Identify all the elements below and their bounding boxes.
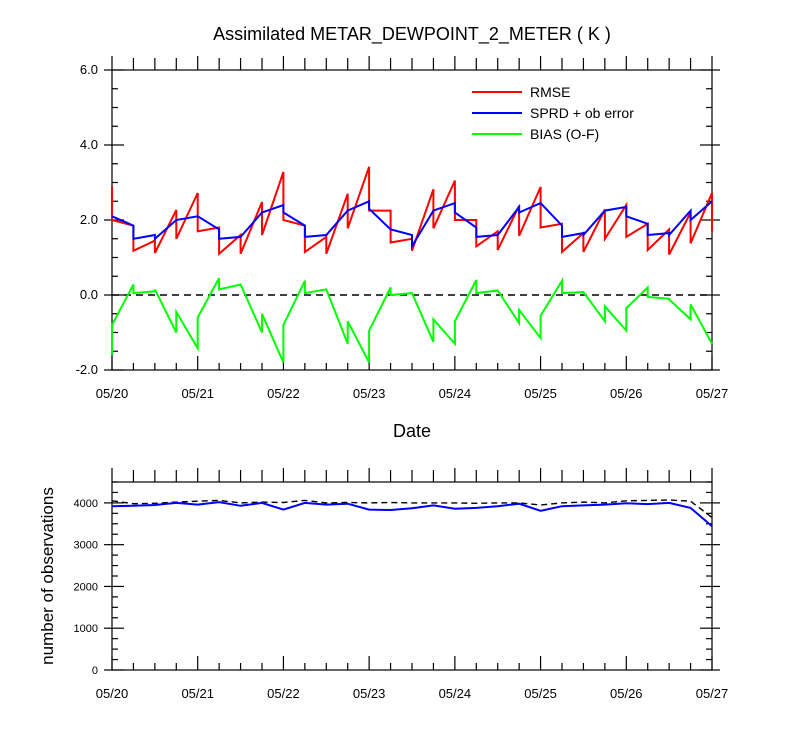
- top-panel: 05/20 05/21 05/22 05/23 05/24 05/25 05/26 05/27…: [76, 56, 729, 401]
- bottom-x-tick-label: 05/26: [610, 686, 643, 701]
- bottom-panel: 05/20 05/21 05/22 05/23 05/24 05/25 05/26 05/27…: [74, 468, 729, 701]
- bottom-x-tick-label: 05/24: [439, 686, 472, 701]
- bottom-series-possible_obs: [111, 499, 713, 519]
- top-x-tick-label: 05/26: [610, 386, 643, 401]
- bottom-x-tick-label: 05/22: [267, 686, 300, 701]
- top-y-tick-label: 0.0: [80, 287, 98, 302]
- bottom-x-tick-label: 05/23: [353, 686, 386, 701]
- bottom-y-tick-label: 3000: [74, 540, 98, 552]
- legend-label-bias: BIAS (O-F): [530, 126, 599, 142]
- top-y-tick-label: 2.0: [80, 212, 98, 227]
- top-x-tick-label: 05/22: [267, 386, 300, 401]
- top-y-tick-label: -2.0: [76, 362, 98, 377]
- bottom-y-axis-label: number of observations: [38, 487, 57, 665]
- top-x-tick-label: 05/21: [181, 386, 214, 401]
- legend-label-rmse: RMSE: [530, 84, 570, 100]
- top-y-tick-label: 4.0: [80, 137, 98, 152]
- bottom-y-tick-label: 0: [92, 665, 98, 677]
- top-x-axis-label: Date: [393, 421, 431, 441]
- top-series-sprd: [111, 199, 713, 250]
- bottom-y-tick-label: 4000: [74, 498, 98, 510]
- top-x-tick-label: 05/27: [696, 386, 729, 401]
- legend-label-sprd: SPRD + ob error: [530, 105, 634, 121]
- bottom-x-tick-label: 05/27: [696, 686, 729, 701]
- top-y-tick-label: 6.0: [80, 62, 98, 77]
- bottom-x-tick-label: 05/21: [181, 686, 214, 701]
- chart-title: Assimilated METAR_DEWPOINT_2_METER ( K ): [213, 24, 611, 45]
- bottom-x-tick-label: 05/20: [96, 686, 129, 701]
- top-x-tick-label: 05/20: [96, 386, 129, 401]
- bottom-y-tick-label: 2000: [74, 581, 98, 593]
- top-x-tick-label: 05/24: [439, 386, 472, 401]
- bottom-plot-frame: [111, 481, 713, 671]
- bottom-x-tick-label: 05/25: [524, 686, 557, 701]
- bottom-series-used_obs: [111, 501, 713, 528]
- top-series-bias: [111, 277, 713, 363]
- bottom-y-tick-label: 1000: [74, 623, 98, 635]
- top-x-tick-label: 05/25: [524, 386, 557, 401]
- top-x-tick-label: 05/23: [353, 386, 386, 401]
